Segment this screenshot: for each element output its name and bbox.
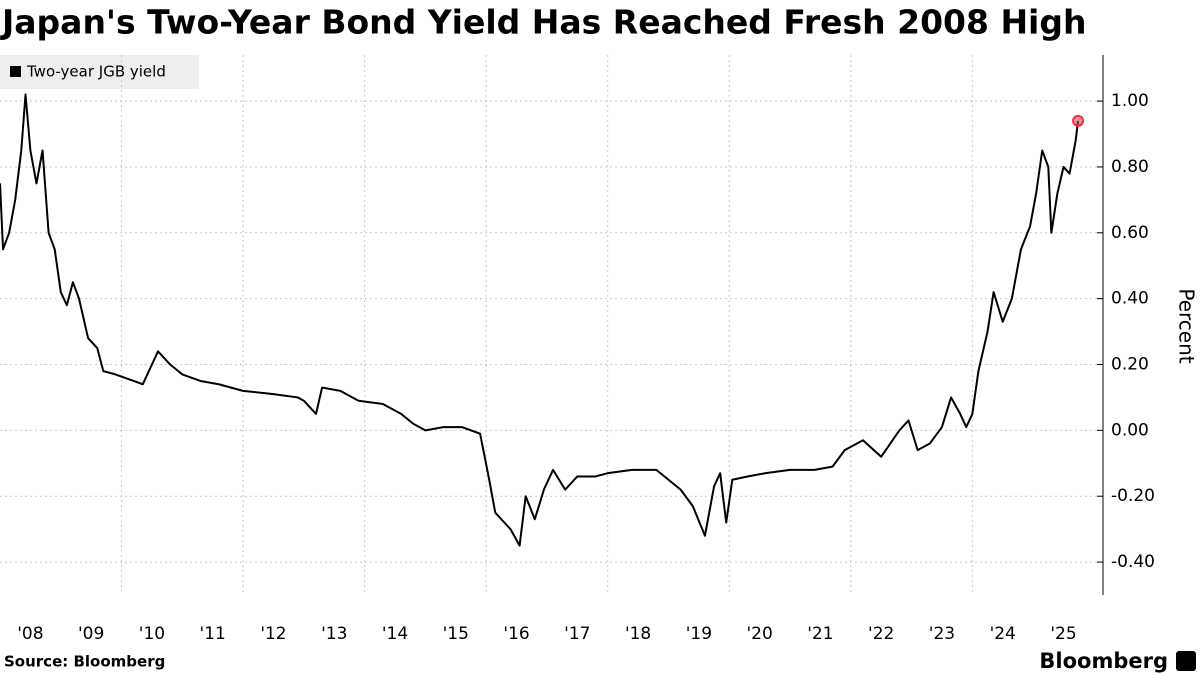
x-tick-label: '24 — [990, 624, 1016, 644]
x-tick-label: '10 — [139, 624, 165, 644]
x-tick-label: '17 — [564, 624, 590, 644]
x-tick-label: '15 — [443, 624, 469, 644]
y-tick-label: 0.40 — [1111, 289, 1149, 309]
y-tick-label: 0.60 — [1111, 223, 1149, 243]
x-tick-label: '21 — [807, 624, 833, 644]
y-tick-label: 0.20 — [1111, 355, 1149, 375]
last-point — [1072, 114, 1085, 127]
chart-title: Japan's Two-Year Bond Yield Has Reached … — [0, 3, 1087, 42]
x-tick-label: '16 — [503, 624, 529, 644]
x-tick-label: '11 — [200, 624, 226, 644]
x-tick-label: '18 — [625, 624, 651, 644]
y-axis-label: Percent — [1175, 288, 1199, 363]
x-tick-label: '22 — [868, 624, 894, 644]
x-tick-label: '23 — [929, 624, 955, 644]
x-tick-label: '25 — [1050, 624, 1076, 644]
legend-label: Two-year JGB yield — [26, 63, 166, 81]
line — [0, 93, 1080, 547]
x-tick-label: '12 — [260, 624, 286, 644]
source: Source: Bloomberg — [4, 653, 165, 671]
x-tick-label: '14 — [382, 624, 408, 644]
y-tick-label: -0.20 — [1111, 486, 1155, 506]
brand: Bloomberg — [1039, 649, 1168, 673]
x-tick-label: '20 — [746, 624, 772, 644]
x-tick-label: '13 — [321, 624, 347, 644]
x-tick-label: '08 — [17, 624, 43, 644]
y-tick-label: -0.40 — [1111, 552, 1155, 572]
y-tick-label: 1.00 — [1111, 91, 1149, 111]
y-tick-label: 0.80 — [1111, 157, 1149, 177]
legend-swatch — [10, 66, 21, 77]
y-tick-label: 0.00 — [1111, 420, 1149, 440]
legend-box — [0, 55, 199, 89]
brand-icon — [1176, 651, 1196, 671]
x-tick-label: '19 — [686, 624, 712, 644]
x-tick-label: '09 — [78, 624, 104, 644]
